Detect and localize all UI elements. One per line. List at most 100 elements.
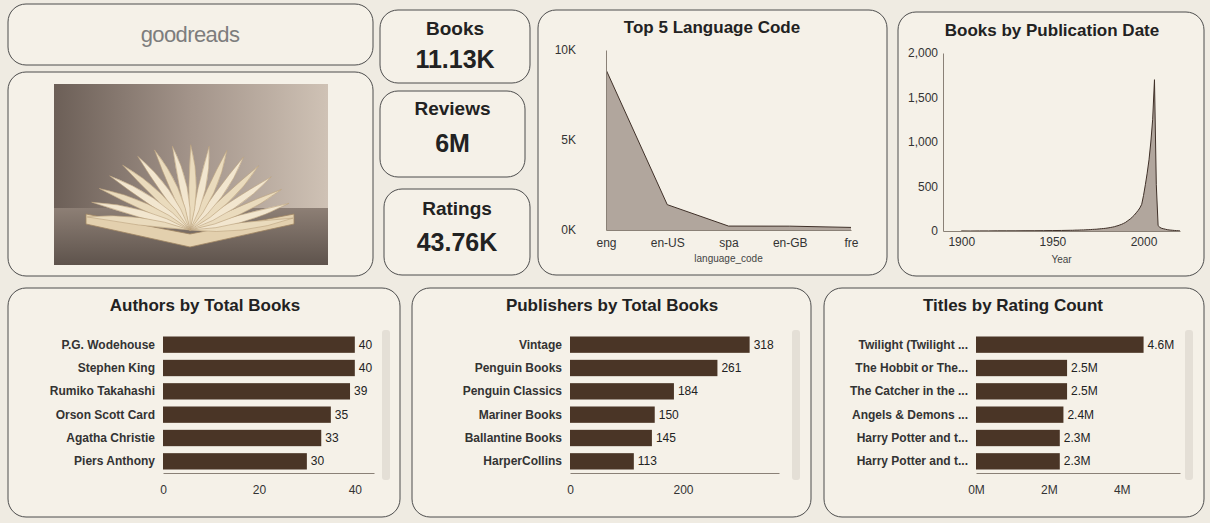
tick-label: 0K: [561, 223, 576, 237]
bar: [570, 360, 717, 376]
data-label: 113: [638, 454, 657, 468]
tick-label: 20: [253, 483, 267, 497]
chart-title: Top 5 Language Code: [624, 18, 800, 37]
tick-label: 5K: [561, 133, 576, 147]
tick: Twilight (Twilight ...: [858, 338, 976, 352]
tick-label: 4M: [1114, 483, 1131, 497]
plot-area: [976, 337, 1144, 470]
area-outline: [606, 70, 851, 228]
tick-label: eng: [596, 236, 616, 250]
tick-label: P.G. Wodehouse: [61, 338, 155, 352]
tick: 40: [349, 473, 363, 497]
tick: Mariner Books: [479, 408, 570, 422]
bar: [570, 407, 655, 423]
kpi-value: 11.13K: [415, 45, 494, 73]
tick: 1900: [948, 231, 975, 249]
tick-label: Angels & Demons ...: [852, 408, 968, 422]
bar-chart: 404039353330P.G. WodehouseStephen KingRu…: [50, 337, 375, 497]
tick-label: Orson Scott Card: [56, 408, 155, 422]
tick-label: Agatha Christie: [66, 431, 155, 445]
tick-label: Rumiko Takahashi: [50, 384, 155, 398]
scrollbar: [792, 330, 800, 480]
y-axis: 05001,0001,5002,000: [908, 46, 944, 238]
data-label: 30: [311, 454, 325, 468]
tick: Rumiko Takahashi: [50, 384, 163, 398]
axis-line: [606, 51, 607, 231]
bar: [570, 453, 634, 469]
tick: 1,500: [908, 91, 943, 105]
tick-label: en-GB: [773, 236, 808, 250]
scrollbar: [382, 330, 390, 480]
tick-label: fre: [844, 236, 858, 250]
data-label: 2.5M: [1071, 361, 1098, 375]
tick: en-GB: [773, 230, 808, 250]
x-axis: 0200: [567, 473, 779, 497]
tick-label: Penguin Classics: [463, 384, 563, 398]
chart-title: Titles by Rating Count: [923, 296, 1103, 315]
data-label: 2.5M: [1071, 384, 1098, 398]
x-axis: 02040: [160, 473, 374, 497]
tick-label: 1,500: [908, 91, 938, 105]
bar: [570, 430, 652, 446]
bar: [570, 383, 674, 399]
y-axis: Twilight (Twilight ...The Hobbit or The.…: [850, 338, 976, 469]
kpi-title: Books: [426, 18, 484, 39]
bar: [976, 360, 1067, 376]
tick: HarperCollins: [483, 454, 570, 468]
book-photo: [54, 84, 328, 265]
data-label: 150: [659, 408, 679, 422]
plot-area: [606, 70, 851, 230]
chart-panel: [538, 10, 887, 275]
tick-label: Harry Potter and t...: [857, 431, 968, 445]
tick-label: 0: [567, 483, 574, 497]
tick-label: 0: [931, 224, 938, 238]
tick-label: 0M: [968, 483, 985, 497]
tick: Piers Anthony: [74, 454, 163, 468]
chart-panel: [824, 288, 1204, 517]
tick: 0: [567, 473, 574, 497]
tick: 0M: [968, 473, 985, 497]
tick: 1950: [1040, 231, 1067, 249]
scrollbar: [1185, 330, 1193, 480]
data-label: 40: [359, 361, 373, 375]
data-label: 40: [359, 338, 373, 352]
kpi-title: Reviews: [414, 98, 490, 119]
tick: Orson Scott Card: [56, 408, 163, 422]
tick-label: 2000: [1131, 235, 1158, 249]
bar: [163, 407, 331, 423]
tick-label: 1900: [948, 235, 975, 249]
chart-panel: [898, 12, 1204, 276]
tick: Harry Potter and t...: [857, 454, 976, 468]
tick: 1,000: [908, 135, 943, 149]
axis-line: [164, 473, 375, 474]
bar-chart: 318261184150145113VintagePenguin BooksPe…: [463, 337, 780, 497]
logo: goodreads: [141, 22, 240, 47]
bar: [163, 360, 355, 376]
axis-line: [943, 54, 944, 232]
tick: 10K: [555, 43, 606, 57]
axis-title: Year: [1051, 254, 1072, 265]
area: [606, 70, 851, 230]
axis-line: [607, 230, 852, 231]
tick: 2M: [1041, 473, 1058, 497]
data-label: 4.6M: [1148, 338, 1175, 352]
x-axis: eng en-US spa en-GB fre: [596, 230, 858, 250]
bar: [976, 453, 1060, 469]
x-axis: 1900 1950 2000: [944, 231, 1181, 249]
tick: Penguin Books: [475, 361, 570, 375]
bar: [163, 430, 321, 446]
data-label: 2.4M: [1067, 408, 1094, 422]
tick: 0: [931, 224, 943, 238]
tick-label: spa: [719, 236, 739, 250]
tick: en-US: [651, 230, 685, 250]
tick: 20: [253, 473, 267, 497]
bar: [976, 383, 1067, 399]
bar: [163, 383, 350, 399]
tick-label: 500: [918, 180, 938, 194]
data-label: 145: [656, 431, 676, 445]
data-label: 39: [354, 384, 368, 398]
tick: eng: [596, 230, 616, 250]
tick: spa: [719, 230, 739, 250]
tick-label: en-US: [651, 236, 685, 250]
chart-panel: [8, 288, 400, 517]
